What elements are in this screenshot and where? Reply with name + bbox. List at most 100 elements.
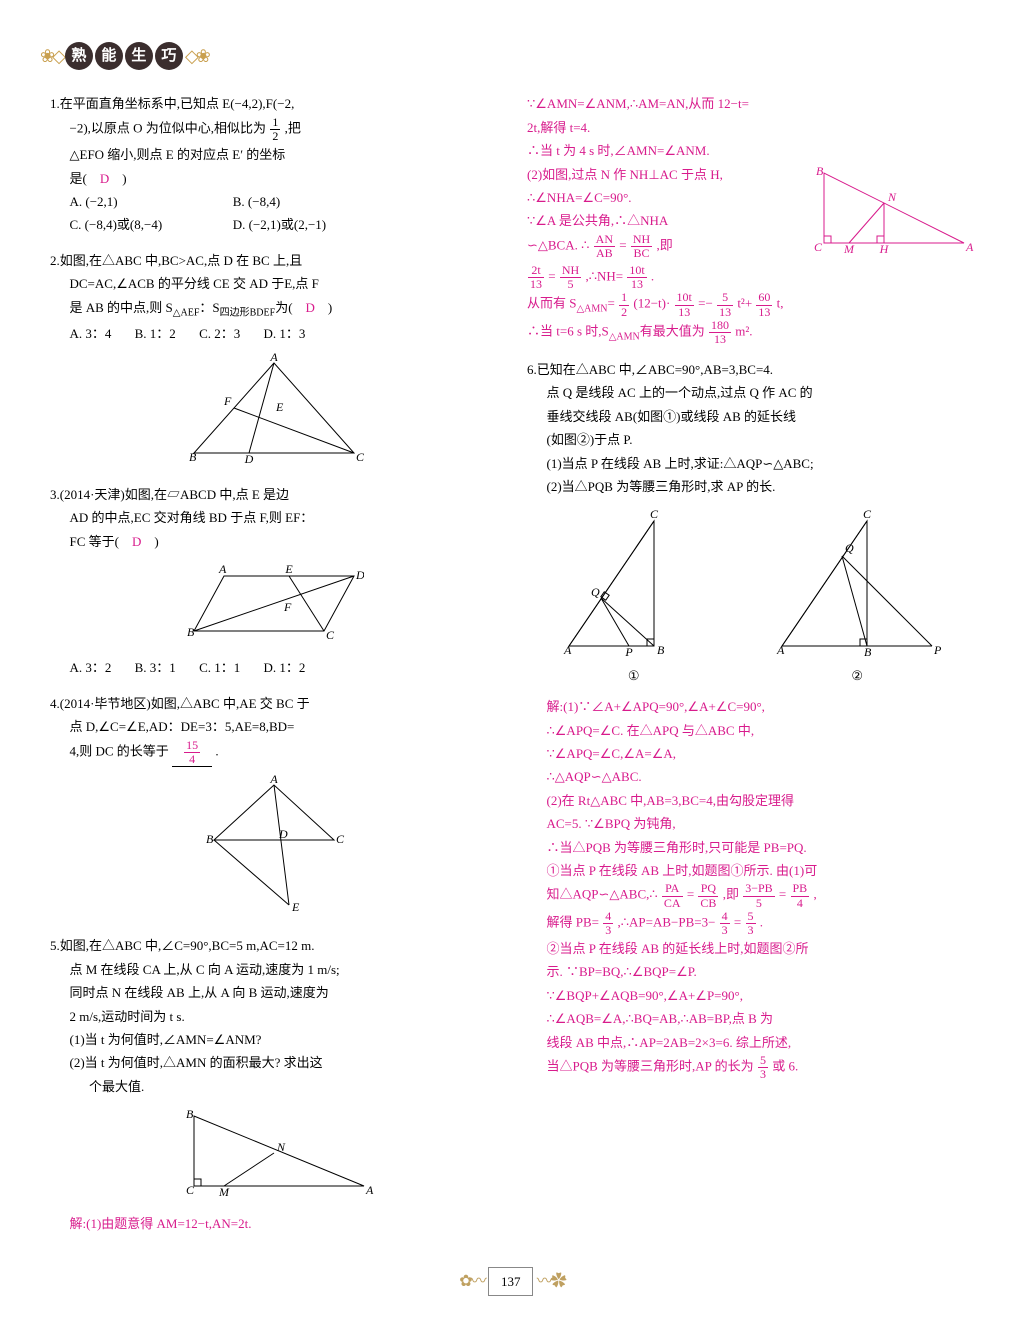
- q2-optB: B. 1：2: [135, 322, 176, 345]
- svg-text:N: N: [887, 190, 897, 204]
- s6f1n: PA: [662, 882, 683, 896]
- s5l9fd: 13: [709, 333, 731, 346]
- s6eq2: =: [779, 887, 786, 902]
- s5-l1a: ∵∠AMN=∠ANM,∴AM=AN,从而 12−t=: [527, 96, 749, 111]
- s5l7b: .: [651, 269, 654, 284]
- svg-text:B: B: [186, 1107, 194, 1121]
- banner-char-3: 生: [125, 42, 153, 70]
- s5l8f1d: 2: [619, 306, 629, 319]
- svg-text:C: C: [326, 628, 335, 641]
- q4-num: 4.: [50, 696, 60, 711]
- svg-text:D: D: [278, 827, 288, 841]
- q2-tf: ): [315, 300, 332, 315]
- q5-tb: 点 M 在线段 CA 上,从 C 向 A 运动,速度为 1 m/s;: [70, 962, 340, 977]
- s6f4d: 4: [791, 897, 810, 910]
- q1-tc: ,把: [285, 120, 301, 135]
- banner-deco-left: ❀◇: [40, 40, 63, 72]
- q3-tc: FC 等于(: [70, 534, 132, 549]
- s5l8f3d: 13: [717, 306, 733, 319]
- page-columns: 1.在平面直角坐标系中,已知点 E(−4,2),F(−2, −2),以原点 O …: [40, 92, 984, 1247]
- s5l7f2d: 5: [560, 278, 581, 291]
- q6-tb: 点 Q 是线段 AC 上的一个动点,过点 Q 作 AC 的: [547, 385, 813, 400]
- q1-td: △EFO 缩小,则点 E 的对应点 E′ 的坐标: [70, 147, 286, 162]
- s6l16a: 当△PQB 为等腰三角形时,AP 的长为: [547, 1059, 754, 1074]
- solution-6: 解:(1)∵∠A+∠APQ=90°,∠A+∠C=90°, ∴∠APQ=∠C. 在…: [527, 695, 974, 1081]
- footer-deco-left: ✿〰: [459, 1273, 484, 1290]
- footer-deco-right: 〰✿: [537, 1273, 565, 1290]
- svg-text:Q: Q: [591, 585, 600, 599]
- problem-6: 6.已知在△ABC 中,∠ABC=90°,AB=3,BC=4. 点 Q 是线段 …: [527, 358, 974, 1081]
- svg-text:C: C: [186, 1183, 195, 1196]
- q6-figures: A B C Q P ① A B P: [527, 506, 974, 687]
- s6l7: ∴当△PQB 为等腰三角形时,只可能是 PB=PQ.: [547, 836, 975, 859]
- q2-s1: △AEF: [173, 307, 200, 318]
- q2-optD: D. 1：3: [263, 322, 305, 345]
- svg-text:B: B: [816, 164, 824, 178]
- q5-p2a: (2)当 t 为何值时,△AMN 的面积最大? 求出这: [70, 1055, 323, 1070]
- q2-answer: D: [306, 300, 315, 315]
- q2-te: 为(: [275, 300, 305, 315]
- q4-figure: A B C D E: [50, 775, 497, 922]
- q6-p1: (1)当点 P 在线段 AB 上时,求证:△AQP∽△ABC;: [547, 456, 814, 471]
- s6eq1: =: [687, 887, 694, 902]
- q1-f1d: 2: [270, 130, 280, 143]
- s6l9c: ,: [813, 887, 816, 902]
- q1-answer: D: [100, 171, 109, 186]
- s6l13: ∵∠BQP+∠AQB=90°,∠A+∠P=90°,: [547, 984, 975, 1007]
- q4-tb: 点 D,∠C=∠E,AD：DE=3：5,AE=8,BD=: [70, 719, 295, 734]
- svg-text:B: B: [187, 625, 195, 639]
- s5l9fn: 180: [709, 319, 731, 333]
- q6-p2: (2)当△PQB 为等腰三角形时,求 AP 的长.: [547, 479, 776, 494]
- svg-text:C: C: [863, 507, 872, 521]
- svg-text:A: A: [776, 643, 785, 656]
- q1-te: 是(: [70, 171, 100, 186]
- s5-l2: ∴当 t 为 4 s 时,∠AMN=∠ANM.: [527, 143, 710, 158]
- s5-l3: (2)如图,过点 N 作 NH⊥AC 于点 H,: [527, 167, 723, 182]
- svg-text:B: B: [657, 643, 665, 656]
- q6-fig1: A B C Q P ①: [559, 506, 709, 687]
- banner-char-1: 熟: [65, 42, 93, 70]
- svg-text:A: A: [269, 353, 278, 364]
- svg-text:A: A: [218, 562, 227, 576]
- problem-4: 4.(2014·毕节地区)如图,△ABC 中,AE 交 BC 于 点 D,∠C=…: [50, 692, 497, 923]
- s5l8a: 从而有 S: [527, 296, 576, 311]
- s6l10a: 解得 PB=: [547, 914, 599, 929]
- q3-num: 3.: [50, 487, 60, 502]
- s6f3n: 3−PB: [743, 882, 774, 896]
- svg-text:C: C: [356, 450, 364, 463]
- s5l8f1n: 1: [619, 291, 629, 305]
- banner-char-4: 巧: [155, 42, 183, 70]
- s5l8f4d: 13: [756, 306, 772, 319]
- q3-optC: C. 1：1: [199, 656, 240, 679]
- q2-tb: DC=AC,∠ACB 的平分线 CE 交 AD 于E,点 F: [70, 276, 319, 291]
- q5-p2b: 个最大值.: [89, 1079, 144, 1094]
- problem-2: 2.如图,在△ABC 中,BC>AC,点 D 在 BC 上,且 DC=AC,∠A…: [50, 249, 497, 471]
- s6l3: ∵∠APQ=∠C,∠A=∠A,: [547, 742, 975, 765]
- s6l10c: =: [734, 914, 741, 929]
- svg-text:B: B: [864, 645, 872, 656]
- q5-figure: B C A M N: [50, 1106, 497, 1203]
- s6l4: ∴△AQP∽△ABC.: [547, 765, 975, 788]
- s5l7f1n: 2t: [528, 264, 544, 278]
- banner-deco-right: ◇❀: [185, 40, 208, 72]
- q1-optC: C. (−8,4)或(8,−4): [70, 213, 210, 236]
- q6-ta: 已知在△ABC 中,∠ABC=90°,AB=3,BC=4.: [537, 362, 773, 377]
- s6l6: AC=5. ∵∠BPQ 为钝角,: [547, 812, 975, 835]
- q2-num: 2.: [50, 253, 60, 268]
- svg-text:B: B: [189, 450, 197, 463]
- q1-tb: −2),以原点 O 为位似中心,相似比为: [70, 120, 267, 135]
- s6f7d: 3: [746, 924, 756, 937]
- q2-optA: A. 3：4: [70, 322, 112, 345]
- q6-fig2-label: ②: [772, 664, 942, 687]
- s5-l5: ∵∠A 是公共角,∴△NHA: [527, 213, 668, 228]
- q4-tc: 4,则 DC 的长等于: [70, 743, 169, 758]
- s6f2d: CB: [698, 897, 718, 910]
- banner-char-2: 能: [95, 42, 123, 70]
- svg-text:Q: Q: [845, 541, 854, 555]
- q4-td: .: [215, 743, 218, 758]
- q5-tc: 同时点 N 在线段 AB 上,从 A 向 B 运动,速度为: [70, 985, 329, 1000]
- s6f8n: 5: [758, 1054, 768, 1068]
- s5l8f2n: 10t: [675, 291, 694, 305]
- problem-3: 3.(2014·天津)如图,在▱ABCD 中,点 E 是边 AD 的中点,EC …: [50, 483, 497, 680]
- svg-text:A: A: [269, 775, 278, 786]
